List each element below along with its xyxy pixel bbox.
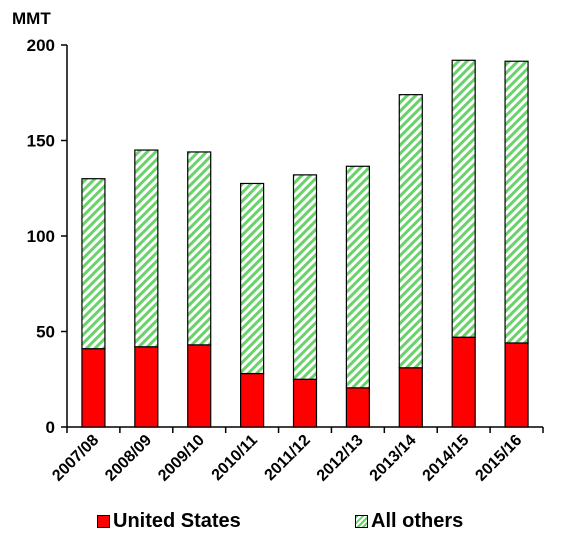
legend: United States All others [0, 510, 569, 534]
x-tick-label: 2012/13 [314, 432, 367, 485]
bar-all-others [451, 59, 476, 338]
legend-swatch-united-states [97, 515, 110, 528]
bar-united-states [134, 346, 159, 428]
legend-label-all-others: All others [371, 510, 464, 532]
bar-all-others [240, 182, 265, 375]
legend-label-united-states: United States [113, 510, 241, 532]
y-tick-label: 0 [46, 418, 55, 437]
bar-united-states [240, 372, 265, 428]
bar-all-others [292, 174, 318, 380]
bar-all-others [134, 149, 159, 348]
bar-united-states [292, 378, 318, 428]
bar-united-states [504, 342, 529, 428]
x-tick-label: 2013/14 [367, 432, 420, 485]
x-tick-label: 2015/16 [472, 432, 525, 485]
bar-all-others [345, 165, 370, 389]
legend-swatch-all-others [355, 515, 368, 528]
x-tick-label: 2009/10 [155, 432, 208, 485]
x-tick-label: 2007/08 [49, 432, 102, 485]
y-tick-label: 200 [27, 36, 55, 55]
bar-united-states [187, 344, 212, 428]
legend-item-united-states: United States [97, 510, 241, 533]
bar-all-others [81, 178, 106, 350]
y-tick-label: 50 [36, 323, 55, 342]
plot-area: 0 50 100 150 200 2007/08 2008/09 2009/10 2010/11… [27, 36, 544, 485]
bar-all-others [187, 151, 212, 346]
bar-united-states [345, 387, 370, 428]
x-tick-label: 2010/11 [209, 432, 261, 484]
x-tick-label: 2008/09 [102, 432, 155, 485]
y-tick-label: 150 [27, 132, 55, 151]
bar-united-states [398, 367, 423, 428]
x-tick-label: 2014/15 [420, 432, 473, 485]
x-tick-label: 2011/12 [262, 432, 314, 484]
bar-united-states [451, 336, 476, 428]
bar-all-others [504, 60, 529, 344]
bar-united-states [81, 348, 106, 428]
y-tick-label: 100 [27, 227, 55, 246]
bar-all-others [398, 94, 423, 369]
legend-item-all-others: All others [355, 510, 463, 533]
y-unit-label: MMT [12, 9, 51, 28]
